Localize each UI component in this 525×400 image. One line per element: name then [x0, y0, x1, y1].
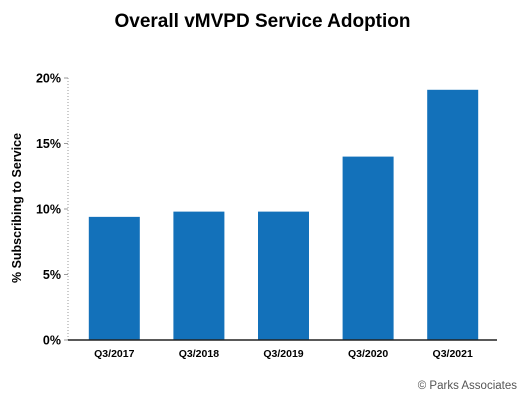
bar	[173, 211, 225, 340]
y-tick-label: 5%	[43, 268, 61, 282]
y-tick-label: 15%	[36, 137, 61, 151]
x-axis: Q3/2017 Q3/2018 Q3/2019 Q3/2020 Q3/2021	[68, 339, 497, 360]
x-tick-label: Q3/2017	[94, 348, 134, 360]
bar	[88, 216, 140, 340]
x-tick-label: Q3/2021	[433, 348, 473, 360]
y-tick-label: 20%	[36, 72, 61, 86]
x-tick-label: Q3/2018	[179, 348, 219, 360]
x-tick-label: Q3/2019	[263, 348, 303, 360]
y-tick-label: 0%	[43, 334, 61, 348]
bar	[258, 211, 309, 340]
x-tick-label: Q3/2020	[348, 348, 388, 360]
bars	[88, 89, 479, 340]
copyright-notice: © Parks Associates	[417, 380, 517, 392]
y-axis: 0% 5% 10% 15% 20%	[36, 72, 69, 348]
bar	[342, 156, 394, 340]
chart-title: Overall vMVPD Service Adoption	[114, 11, 411, 32]
y-tick-label: 10%	[36, 203, 61, 217]
bar	[427, 89, 479, 340]
